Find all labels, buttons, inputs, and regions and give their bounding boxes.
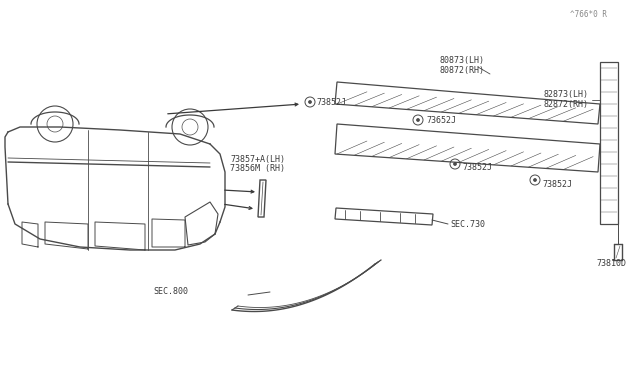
Circle shape xyxy=(454,163,456,166)
Text: 82873(LH): 82873(LH) xyxy=(544,90,589,99)
Text: SEC.800: SEC.800 xyxy=(153,286,188,295)
Text: 82872(RH): 82872(RH) xyxy=(544,99,589,109)
Text: ^766*0 R: ^766*0 R xyxy=(570,10,607,19)
Text: 73852J: 73852J xyxy=(542,180,572,189)
Text: 73852J: 73852J xyxy=(462,163,492,171)
Text: 73652J: 73652J xyxy=(426,115,456,125)
Circle shape xyxy=(534,179,536,182)
Text: 73856M (RH): 73856M (RH) xyxy=(230,164,285,173)
Text: 73852J: 73852J xyxy=(316,97,346,106)
Circle shape xyxy=(308,100,312,103)
Text: 80873(LH): 80873(LH) xyxy=(440,55,485,64)
Text: 80872(RH): 80872(RH) xyxy=(440,65,485,74)
Text: 73857+A(LH): 73857+A(LH) xyxy=(230,154,285,164)
Text: SEC.730: SEC.730 xyxy=(450,219,485,228)
Text: 73810D: 73810D xyxy=(596,260,626,269)
Circle shape xyxy=(417,119,419,122)
